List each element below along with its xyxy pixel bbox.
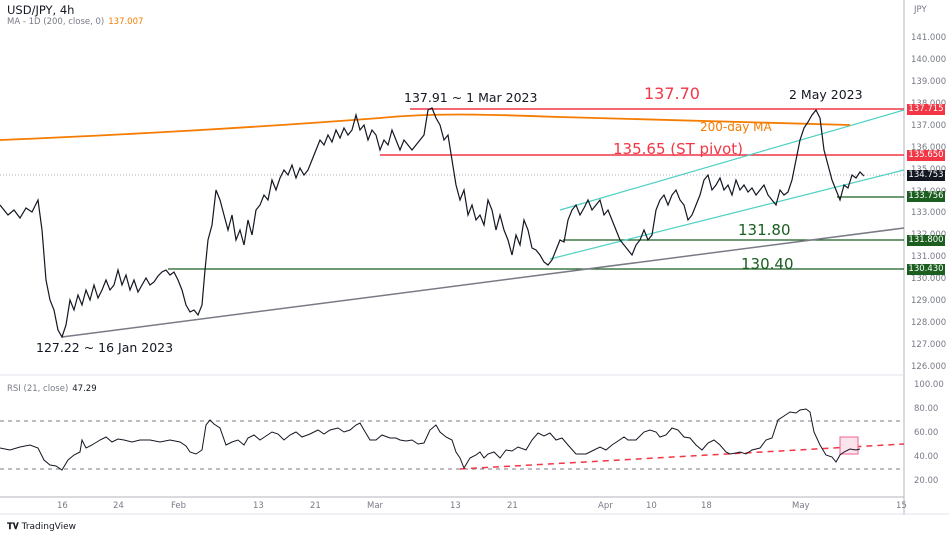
price-tick: 130.000 — [911, 274, 947, 284]
time-tick: 21 — [507, 501, 518, 511]
annotation-support-130-40[interactable]: 130.40 — [741, 255, 794, 273]
price-tick: 140.000 — [911, 55, 947, 65]
time-tick: 24 — [113, 501, 124, 511]
rsi-legend-label: RSI (21, close) — [7, 384, 69, 394]
rsi-trendline[interactable] — [459, 443, 905, 470]
rsi-highlight-box[interactable] — [839, 436, 859, 455]
annotation-pivot-135-65[interactable]: 135.65 (ST pivot) — [613, 140, 744, 158]
annotation-low-jan[interactable]: 127.22 ~ 16 Jan 2023 — [36, 340, 174, 355]
rsi-tick: 40.00 — [914, 452, 939, 462]
rsi-tick: 20.00 — [914, 476, 939, 486]
time-tick: 15 — [896, 501, 907, 511]
price-tick: 127.000 — [911, 340, 947, 350]
current-price-tag[interactable]: 134.753 — [907, 170, 945, 181]
tradingview-brand-text: TradingView — [21, 522, 77, 532]
price-tag-137-715[interactable]: 137.715 — [907, 104, 945, 115]
rsi-tick: 60.00 — [914, 428, 939, 438]
time-tick: May — [792, 501, 810, 511]
annotation-high-may[interactable]: 2 May 2023 — [789, 87, 863, 102]
symbol-title[interactable]: USD/JPY, 4h — [7, 3, 75, 17]
annotation-high-mar[interactable]: 137.91 ~ 1 Mar 2023 — [404, 90, 538, 105]
ma-legend-label: MA - 1D (200, close, 0) — [7, 17, 105, 27]
price-tick: 126.000 — [911, 362, 947, 372]
time-tick: 16 — [57, 501, 68, 511]
price-tag-135-650[interactable]: 135.650 — [907, 150, 945, 161]
time-tick: 13 — [253, 501, 264, 511]
tradingview-logo-icon: 𝐓𝐕 — [7, 522, 19, 532]
rsi-series-line — [0, 408, 861, 471]
long-term-trendline[interactable] — [61, 227, 905, 338]
rsi-legend[interactable]: RSI (21, close) 47.29 — [7, 384, 97, 394]
price-tick: 139.000 — [911, 77, 947, 87]
price-tick: 133.000 — [911, 208, 947, 218]
ma-legend[interactable]: MA - 1D (200, close, 0) 137.007 — [7, 17, 143, 27]
price-series-line — [0, 107, 865, 339]
price-tag-133-756[interactable]: 133.756 — [907, 191, 945, 202]
annotation-resistance-137-70[interactable]: 137.70 — [644, 84, 700, 103]
rsi-tick: 100.00 — [914, 380, 944, 390]
ma-legend-value: 137.007 — [108, 17, 144, 27]
rsi-legend-value: 47.29 — [72, 384, 97, 394]
time-tick: 21 — [310, 501, 321, 511]
price-tick: 131.000 — [911, 252, 947, 262]
price-tag-130-430[interactable]: 130.430 — [907, 264, 945, 275]
time-tick: 18 — [701, 501, 712, 511]
price-tick: 141.000 — [911, 33, 947, 43]
channel-lower-line[interactable] — [549, 169, 905, 260]
time-tick: Apr — [598, 501, 613, 511]
time-tick: Feb — [171, 501, 187, 511]
price-tick: 128.000 — [911, 318, 947, 328]
annotation-support-131-80[interactable]: 131.80 — [738, 221, 791, 239]
price-tag-131-800[interactable]: 131.800 — [907, 235, 945, 246]
price-tick: 136.000 — [911, 143, 947, 153]
price-tick: 137.000 — [911, 121, 947, 131]
currency-label: JPY — [914, 5, 927, 15]
time-tick: 13 — [450, 501, 461, 511]
price-tick: 129.000 — [911, 296, 947, 306]
tradingview-logo[interactable]: 𝐓𝐕 TradingView — [7, 522, 76, 532]
ma-200-line — [0, 113, 851, 141]
time-tick: Mar — [367, 501, 384, 511]
rsi-tick: 80.00 — [914, 404, 939, 414]
time-tick: 10 — [646, 501, 657, 511]
annotation-200-day-ma[interactable]: 200-day MA — [700, 120, 772, 134]
channel-upper-line[interactable] — [559, 109, 905, 211]
